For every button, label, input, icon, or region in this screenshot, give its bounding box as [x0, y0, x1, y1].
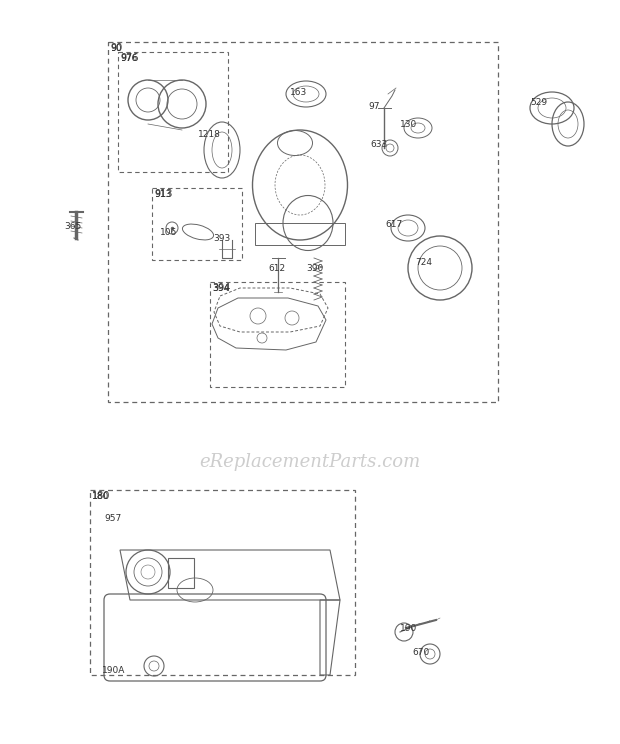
- Text: 617: 617: [385, 220, 402, 229]
- Text: 365: 365: [64, 222, 81, 231]
- Text: 1218: 1218: [198, 130, 221, 139]
- Text: 633: 633: [370, 140, 388, 149]
- Text: 670: 670: [412, 648, 429, 657]
- Bar: [168, 558, 194, 588]
- Text: 163: 163: [290, 88, 308, 97]
- Text: 394: 394: [212, 283, 231, 293]
- Text: 106: 106: [160, 228, 177, 237]
- Text: 957: 957: [104, 514, 122, 523]
- Bar: [118, 52, 228, 172]
- Text: 913: 913: [154, 189, 172, 199]
- Bar: [108, 42, 498, 402]
- Text: 90: 90: [110, 43, 122, 53]
- Text: 393: 393: [213, 234, 230, 243]
- Text: 612: 612: [268, 264, 285, 273]
- Text: 394: 394: [212, 284, 229, 293]
- Bar: [152, 188, 242, 260]
- Text: 190: 190: [400, 624, 417, 633]
- Text: 190A: 190A: [102, 666, 125, 675]
- Text: 724: 724: [415, 258, 432, 267]
- Text: 90: 90: [110, 44, 122, 53]
- Text: 130: 130: [400, 120, 417, 129]
- Bar: [210, 282, 345, 387]
- Text: 913: 913: [154, 190, 171, 199]
- Text: eReplacementParts.com: eReplacementParts.com: [200, 453, 420, 471]
- Text: 180: 180: [92, 491, 110, 501]
- Bar: [255, 223, 345, 245]
- Text: 97: 97: [368, 102, 379, 111]
- Text: 529: 529: [530, 98, 547, 107]
- Text: 976: 976: [120, 53, 138, 63]
- Text: 976: 976: [120, 54, 137, 63]
- Bar: [90, 490, 355, 675]
- Text: 390: 390: [306, 264, 323, 273]
- Text: 180: 180: [92, 492, 109, 501]
